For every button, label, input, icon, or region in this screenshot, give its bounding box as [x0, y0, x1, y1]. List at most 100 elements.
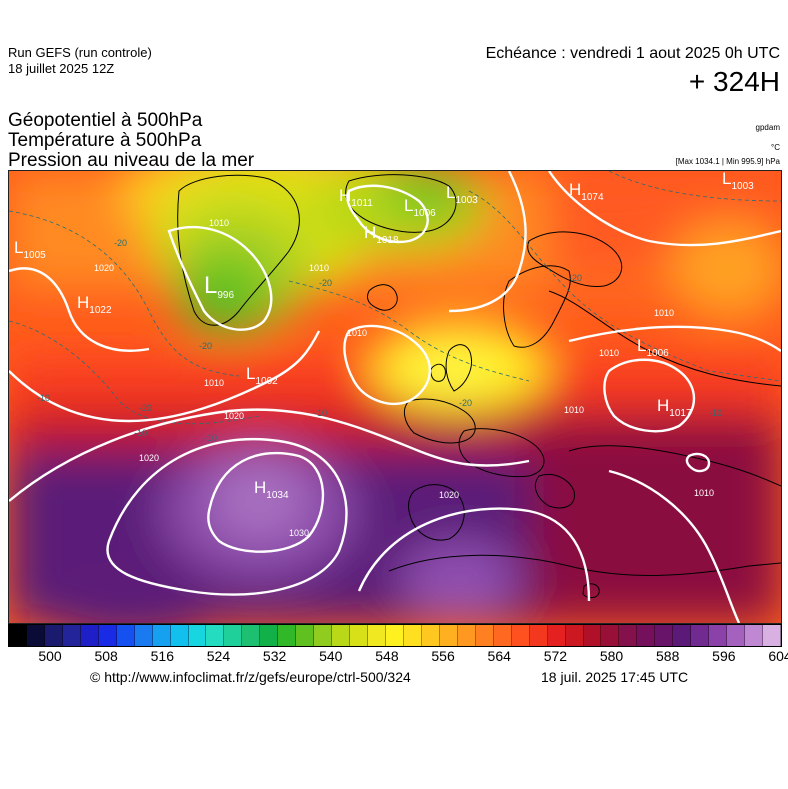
colorbar-cell: [763, 625, 781, 646]
colorbar-cell: [9, 625, 27, 646]
high-pressure-center: H1018: [364, 223, 399, 246]
colorbar-tick-label: 508: [94, 648, 118, 664]
isobar-label: 1020: [224, 411, 244, 421]
isobar-label: 1010: [347, 328, 367, 338]
low-pressure-center: L1005: [14, 238, 46, 261]
parameter-pressure: Pression au niveau de la mer: [8, 150, 255, 171]
issue-time: 18 juil. 2025 17:45 UTC: [541, 669, 689, 685]
colorbar-cell: [80, 625, 99, 646]
colorbar-cell: [242, 625, 261, 646]
colorbar-cell: [314, 625, 333, 646]
isotherm-label: -10: [314, 408, 327, 418]
colorbar-cell: [691, 625, 710, 646]
colorbar-cell: [637, 625, 656, 646]
low-pressure-center: L1002: [246, 364, 278, 387]
colorbar-cell: [745, 625, 764, 646]
unit-temperature: °C: [771, 143, 780, 152]
colorbar-cell: [98, 625, 117, 646]
colorbar-cell: [188, 625, 207, 646]
colorbar-tick-label: 572: [543, 648, 568, 664]
colorbar-cell: [457, 625, 476, 646]
isobar-labels: 1020 1020 1020 1030 1010 1010 1010 1010 1010 1010…: [94, 218, 714, 538]
colorbar-labels: 500 508 516 524 532 540 548 556 564 572 580 588 596 6…: [8, 648, 788, 668]
colorbar-cell: [475, 625, 494, 646]
colorbar-tick-label: 556: [431, 648, 455, 664]
isotherm-label: -10: [134, 428, 147, 438]
colorbar-cell: [116, 625, 135, 646]
isobar-label: 1010: [209, 218, 229, 228]
coastlines: [177, 174, 781, 599]
high-pressure-center: H1034: [254, 478, 289, 501]
isotherms: [9, 171, 781, 425]
pressure-range: [Max 1034.1 | Min 995.9] hPa: [675, 157, 780, 166]
colorbar-tick-label: 564: [487, 648, 511, 664]
isotherm-label: -10: [709, 408, 722, 418]
colorbar-cell: [134, 625, 153, 646]
isotherm-label: -10: [37, 393, 50, 403]
isobar-label: 1010: [694, 488, 714, 498]
colorbar-tick-label: 516: [150, 648, 174, 664]
colorbar-tick-label: 588: [656, 648, 680, 664]
colorbar-cell: [386, 625, 404, 646]
colorbar-tick-label: 524: [206, 648, 231, 664]
parameter-geopotential: Géopotentiel à 500hPa: [8, 110, 203, 131]
colorbar-cell: [296, 625, 315, 646]
isotherm-label: -20: [319, 278, 332, 288]
colorbar: [8, 624, 782, 647]
colorbar-cell: [655, 625, 674, 646]
colorbar-cell: [511, 625, 530, 646]
high-pressure-center: H1074: [569, 180, 604, 203]
colorbar-cell: [547, 625, 566, 646]
isobar-label: 1010: [564, 405, 584, 415]
colorbar-cell: [332, 625, 351, 646]
high-pressure-center: H1017: [657, 396, 692, 419]
colorbar-cell: [403, 625, 422, 646]
copyright: © http://www.infoclimat.fr/z/gefs/europe…: [90, 669, 411, 685]
colorbar-cell: [224, 625, 243, 646]
colorbar-cell: [170, 625, 189, 646]
isobar-label: 1010: [654, 308, 674, 318]
isotherm-label: -20: [139, 403, 152, 413]
colorbar-cell: [601, 625, 620, 646]
colorbar-tick-label: 580: [599, 648, 624, 664]
isotherm-label: -20: [459, 398, 472, 408]
isotherm-label: -10: [204, 433, 217, 443]
colorbar-cell: [62, 625, 81, 646]
isobar-label: 1010: [204, 378, 224, 388]
colorbar-cell: [44, 625, 63, 646]
colorbar-tick-label: 540: [319, 648, 343, 664]
colorbar-cell: [421, 625, 440, 646]
colorbar-cell: [350, 625, 369, 646]
low-pressure-center: L1006: [637, 336, 669, 359]
weather-map: H1034 H1074 H1017 H1022 H1011 H1018 L996 L1002 L…: [8, 170, 782, 624]
high-pressure-center: H1022: [77, 293, 112, 316]
colorbar-cell: [529, 625, 548, 646]
colorbar-cell: [206, 625, 225, 646]
colorbar-cell: [278, 625, 297, 646]
colorbar-cell: [583, 625, 602, 646]
colorbar-cell: [619, 625, 638, 646]
colorbar-cell: [727, 625, 746, 646]
colorbar-cell: [152, 625, 171, 646]
parameter-temperature: Température à 500hPa: [8, 130, 202, 151]
isobar-label: 1020: [139, 453, 159, 463]
colorbar-cell: [673, 625, 692, 646]
isobar-label: 1020: [94, 263, 114, 273]
run-date: 18 juillet 2025 12Z: [8, 61, 115, 76]
isobar-label: 1030: [289, 528, 309, 538]
colorbar-cell: [439, 625, 458, 646]
run-title: Run GEFS (run controle): [8, 45, 152, 60]
colorbar-tick-label: 596: [712, 648, 736, 664]
colorbar-cell: [493, 625, 512, 646]
isobars: [9, 171, 781, 623]
low-pressure-center: L1006: [404, 196, 436, 219]
colorbar-cell: [368, 625, 387, 646]
colorbar-tick-label: 500: [38, 648, 62, 664]
colorbar-tick-label: 604: [768, 648, 788, 664]
low-pressure-center: L1003: [722, 171, 754, 192]
forecast-valid-time: Echéance : vendredi 1 aout 2025 0h UTC: [485, 45, 780, 62]
colorbar-cell: [26, 625, 45, 646]
pressure-centers: H1034 H1074 H1017 H1022 H1011 H1018 L996 L1002 L…: [14, 171, 754, 501]
colorbar-tick-label: 532: [262, 648, 287, 664]
low-pressure-center: L1003: [446, 183, 478, 206]
